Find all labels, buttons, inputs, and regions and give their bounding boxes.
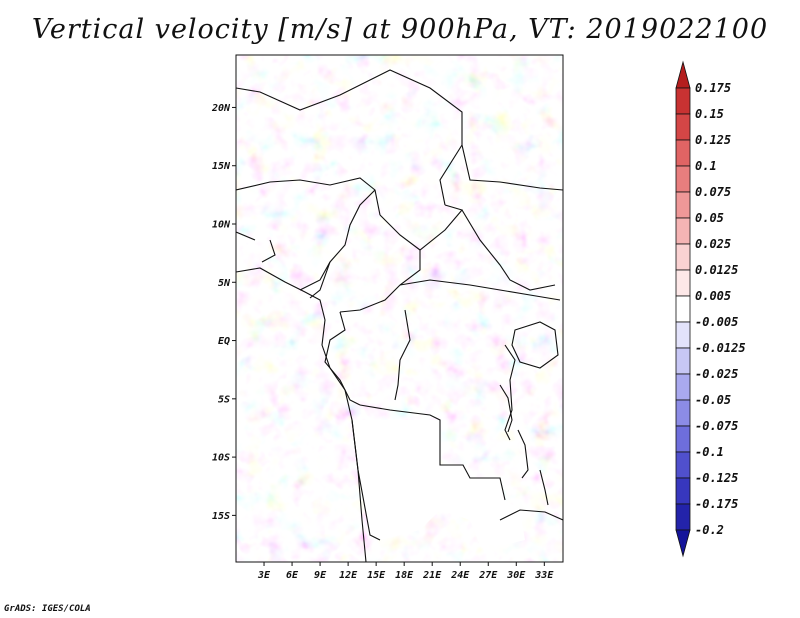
colorbar-label: -0.025 (695, 367, 738, 381)
colorbar-label: -0.2 (695, 523, 724, 537)
colorbar-label: -0.1 (695, 445, 724, 459)
colorbar-label: 0.175 (695, 81, 731, 95)
colorbar-label: -0.005 (695, 315, 738, 329)
colorbar-swatch (675, 217, 691, 245)
colorbar-swatch (675, 503, 691, 531)
colorbar-swatch (675, 165, 691, 193)
colorbar-label: -0.125 (695, 471, 738, 485)
lat-label: 5S (218, 394, 230, 405)
colorbar-swatch (675, 139, 691, 167)
colorbar-label: 0.05 (695, 211, 724, 225)
latitude-axis: 20N 15N 10N 5N EQ 5S 10S 15S (211, 103, 236, 522)
lon-label: 12E (339, 570, 358, 581)
lon-label: 15E (367, 570, 386, 581)
colorbar-label: -0.05 (695, 393, 731, 407)
colorbar-swatch (675, 321, 691, 349)
colorbar-swatch (675, 113, 691, 141)
lon-label: 27E (478, 570, 498, 581)
colorbar-swatch (675, 60, 691, 89)
colorbar-swatch (675, 191, 691, 219)
colorbar-swatch (675, 269, 691, 297)
lon-label: 6E (286, 570, 299, 581)
lat-label: EQ (218, 336, 230, 347)
grads-credit: GrADS: IGES/COLA (4, 604, 91, 614)
lon-label: 30E (506, 570, 526, 581)
colorbar-swatch (675, 425, 691, 453)
colorbar-label: -0.0125 (695, 341, 746, 355)
colorbar-label: 0.0125 (695, 263, 738, 277)
colorbar-swatch (675, 243, 691, 271)
lat-label: 10S (212, 453, 230, 464)
lat-label: 5N (218, 278, 231, 289)
colorbar-label: 0.005 (695, 289, 731, 303)
coastline (236, 267, 367, 562)
colorbar-swatch (675, 529, 691, 558)
lat-label: 15S (212, 511, 230, 522)
no-data-region (352, 420, 525, 545)
lat-label: 15N (212, 161, 231, 172)
lon-label: 3E (257, 570, 271, 581)
lakes (499, 321, 559, 506)
lon-label: 33E (534, 570, 554, 581)
longitude-axis: 3E 6E 9E 12E 15E 18E 21E 24E 27E 30E 33E (257, 562, 554, 581)
colorbar-label: 0.1 (695, 159, 717, 173)
colorbar-swatch (675, 87, 691, 115)
colorbar-swatch (675, 399, 691, 427)
country-boundaries (236, 69, 563, 541)
colorbar-label: -0.175 (695, 497, 738, 511)
colorbar-swatch (675, 451, 691, 479)
colorbar-label: -0.075 (695, 419, 738, 433)
colorbar-swatch (675, 373, 691, 401)
lon-label: 21E (422, 570, 442, 581)
colorbar-label: 0.075 (695, 185, 731, 199)
colorbar-swatch (675, 347, 691, 375)
colorbar-label: 0.025 (695, 237, 731, 251)
lon-label: 18E (395, 570, 414, 581)
lon-label: 9E (314, 570, 327, 581)
colorbar: 0.175 0.15 0.125 0.1 0.075 0.05 0.025 0.0125 0.0… (675, 60, 746, 558)
colorbar-swatch (675, 295, 691, 323)
chart-title: Vertical velocity [m/s] at 900hPa, VT: 2… (31, 14, 769, 45)
colorbar-label: 0.125 (695, 133, 731, 147)
lon-label: 24E (450, 570, 470, 581)
colorbar-swatch (675, 477, 691, 505)
colorbar-label: 0.15 (695, 107, 724, 121)
lat-label: 10N (212, 220, 231, 231)
map-panel (235, 54, 564, 563)
lat-label: 20N (211, 103, 231, 114)
